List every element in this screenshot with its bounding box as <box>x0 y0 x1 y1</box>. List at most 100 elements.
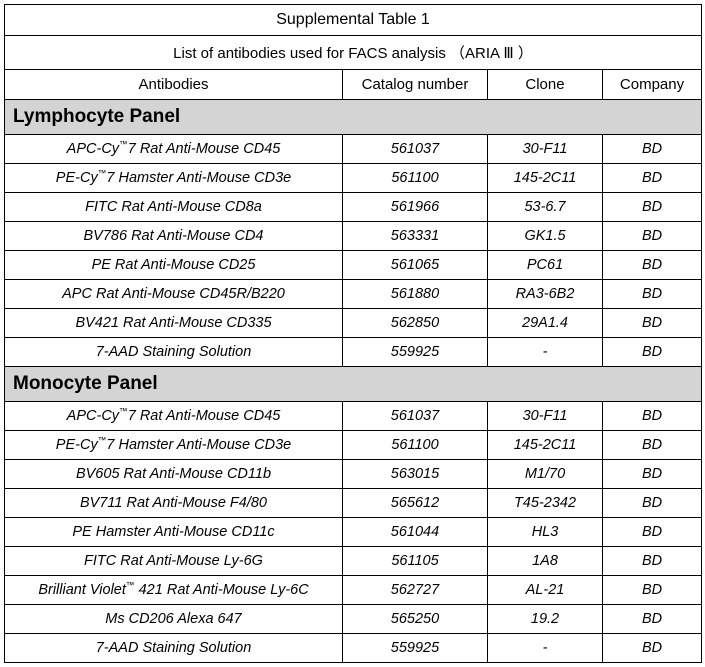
antibody-text-pre: 7-AAD Staining Solution <box>96 344 252 360</box>
clone-cell: HL3 <box>488 518 603 547</box>
antibody-cell: Brilliant Violet™ 421 Rat Anti-Mouse Ly-… <box>5 576 343 605</box>
table-row: FITC Rat Anti-Mouse CD8a56196653-6.7BD <box>5 193 702 222</box>
table-subtitle: List of antibodies used for FACS analysi… <box>5 36 702 70</box>
clone-cell: - <box>488 338 603 367</box>
antibody-text-post: 7 Rat Anti-Mouse CD45 <box>128 408 281 424</box>
company-cell: BD <box>603 309 702 338</box>
catalog-cell: 559925 <box>343 338 488 367</box>
antibody-text-pre: PE Rat Anti-Mouse CD25 <box>92 257 256 273</box>
company-cell: BD <box>603 460 702 489</box>
company-cell: BD <box>603 489 702 518</box>
antibody-text-pre: BV421 Rat Anti-Mouse CD335 <box>75 315 271 331</box>
clone-cell: RA3-6B2 <box>488 280 603 309</box>
antibody-cell: PE Rat Anti-Mouse CD25 <box>5 251 343 280</box>
column-header: Clone <box>488 70 603 100</box>
table-row: FITC Rat Anti-Mouse Ly-6G5611051A8BD <box>5 547 702 576</box>
antibody-text-pre: BV786 Rat Anti-Mouse CD4 <box>84 228 264 244</box>
table-row: Ms CD206 Alexa 647 56525019.2BD <box>5 605 702 634</box>
company-cell: BD <box>603 634 702 663</box>
company-cell: BD <box>603 605 702 634</box>
antibody-cell: 7-AAD Staining Solution <box>5 338 343 367</box>
trademark-icon: ™ <box>119 406 128 416</box>
table-row: BV605 Rat Anti-Mouse CD11b 563015M1/70BD <box>5 460 702 489</box>
clone-cell: 145-2C11 <box>488 431 603 460</box>
clone-cell: AL-21 <box>488 576 603 605</box>
antibody-text-pre: BV711 Rat Anti-Mouse F4/80 <box>80 495 267 511</box>
company-cell: BD <box>603 251 702 280</box>
clone-cell: 29A1.4 <box>488 309 603 338</box>
trademark-icon: ™ <box>119 139 128 149</box>
clone-cell: 19.2 <box>488 605 603 634</box>
antibody-text-pre: FITC Rat Anti-Mouse CD8a <box>85 199 262 215</box>
table-row: APC-Cy™7 Rat Anti-Mouse CD4556103730-F11… <box>5 135 702 164</box>
antibody-cell: PE-Cy™7 Hamster Anti-Mouse CD3e <box>5 431 343 460</box>
column-header: Catalog number <box>343 70 488 100</box>
antibody-text-pre: FITC Rat Anti-Mouse Ly-6G <box>84 553 263 569</box>
supplemental-table: Supplemental Table 1List of antibodies u… <box>4 4 702 663</box>
antibody-cell: FITC Rat Anti-Mouse CD8a <box>5 193 343 222</box>
clone-cell: 30-F11 <box>488 135 603 164</box>
catalog-cell: 562850 <box>343 309 488 338</box>
antibody-text-pre: Ms CD206 Alexa 647 <box>105 611 241 627</box>
catalog-cell: 561065 <box>343 251 488 280</box>
table-row: Brilliant Violet™ 421 Rat Anti-Mouse Ly-… <box>5 576 702 605</box>
table-row: APC Rat Anti-Mouse CD45R/B220561880RA3-6… <box>5 280 702 309</box>
antibody-text-pre: APC-Cy <box>67 141 119 157</box>
panel-header: Lymphocyte Panel <box>5 100 702 135</box>
catalog-cell: 561037 <box>343 402 488 431</box>
table-row: BV421 Rat Anti-Mouse CD335 56285029A1.4BD <box>5 309 702 338</box>
table-row: 7-AAD Staining Solution 559925-BD <box>5 338 702 367</box>
antibody-cell: APC Rat Anti-Mouse CD45R/B220 <box>5 280 343 309</box>
clone-cell: PC61 <box>488 251 603 280</box>
company-cell: BD <box>603 576 702 605</box>
clone-cell: - <box>488 634 603 663</box>
clone-cell: 53-6.7 <box>488 193 603 222</box>
antibody-cell: APC-Cy™7 Rat Anti-Mouse CD45 <box>5 402 343 431</box>
trademark-icon: ™ <box>126 580 135 590</box>
antibody-cell: BV421 Rat Anti-Mouse CD335 <box>5 309 343 338</box>
table-row: BV786 Rat Anti-Mouse CD4 563331GK1.5BD <box>5 222 702 251</box>
catalog-cell: 561100 <box>343 431 488 460</box>
clone-cell: M1/70 <box>488 460 603 489</box>
column-header: Company <box>603 70 702 100</box>
antibody-text-pre: PE-Cy <box>56 437 98 453</box>
company-cell: BD <box>603 164 702 193</box>
antibody-cell: BV711 Rat Anti-Mouse F4/80 <box>5 489 343 518</box>
catalog-cell: 565612 <box>343 489 488 518</box>
column-header: Antibodies <box>5 70 343 100</box>
company-cell: BD <box>603 280 702 309</box>
antibody-text-pre: 7-AAD Staining Solution <box>96 640 252 656</box>
panel-header: Monocyte Panel <box>5 367 702 402</box>
antibody-text-post: 421 Rat Anti-Mouse Ly-6C <box>135 582 309 598</box>
catalog-cell: 559925 <box>343 634 488 663</box>
table-row: BV711 Rat Anti-Mouse F4/80 565612T45-2342… <box>5 489 702 518</box>
antibody-text-pre: BV605 Rat Anti-Mouse CD11b <box>76 466 271 482</box>
company-cell: BD <box>603 338 702 367</box>
table-row: APC-Cy™7 Rat Anti-Mouse CD4556103730-F11… <box>5 402 702 431</box>
antibody-text-pre: APC Rat Anti-Mouse CD45R/B220 <box>62 286 285 302</box>
antibody-text-pre: PE Hamster Anti-Mouse CD11c <box>72 524 274 540</box>
company-cell: BD <box>603 135 702 164</box>
clone-cell: GK1.5 <box>488 222 603 251</box>
catalog-cell: 561966 <box>343 193 488 222</box>
catalog-cell: 561100 <box>343 164 488 193</box>
table-title: Supplemental Table 1 <box>5 5 702 36</box>
table-row: 7-AAD Staining Solution 559925-BD <box>5 634 702 663</box>
clone-cell: 30-F11 <box>488 402 603 431</box>
company-cell: BD <box>603 222 702 251</box>
catalog-cell: 563015 <box>343 460 488 489</box>
table-row: PE Hamster Anti-Mouse CD11c561044HL3BD <box>5 518 702 547</box>
table-row: PE-Cy™7 Hamster Anti-Mouse CD3e561100145… <box>5 431 702 460</box>
catalog-cell: 561037 <box>343 135 488 164</box>
antibody-text-pre: Brilliant Violet <box>38 582 126 598</box>
catalog-cell: 561105 <box>343 547 488 576</box>
catalog-cell: 563331 <box>343 222 488 251</box>
clone-cell: T45-2342 <box>488 489 603 518</box>
antibody-text-post: 7 Hamster Anti-Mouse CD3e <box>106 437 291 453</box>
catalog-cell: 561044 <box>343 518 488 547</box>
antibody-cell: 7-AAD Staining Solution <box>5 634 343 663</box>
antibody-text-post: 7 Rat Anti-Mouse CD45 <box>128 141 281 157</box>
antibody-cell: APC-Cy™7 Rat Anti-Mouse CD45 <box>5 135 343 164</box>
company-cell: BD <box>603 431 702 460</box>
catalog-cell: 565250 <box>343 605 488 634</box>
